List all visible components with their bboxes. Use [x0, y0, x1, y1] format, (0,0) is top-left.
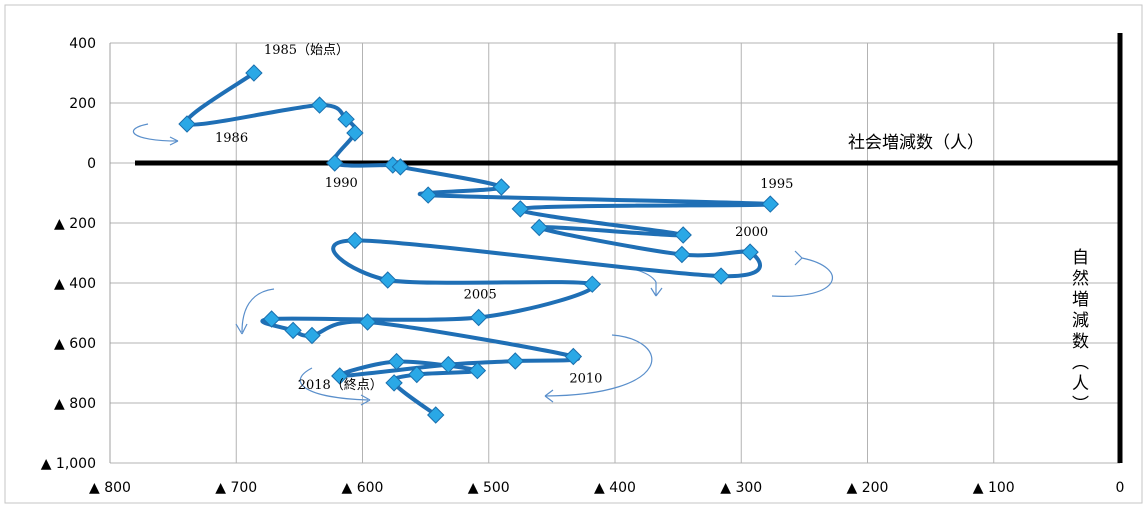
tick-labels: ▲ 800 ▲ 700 ▲ 600 ▲ 500 ▲ 400 ▲ 300 ▲ 200 ▲ 100…: [41, 36, 1125, 496]
y-tick-label: 200: [69, 96, 96, 112]
data-point-marker: [583, 275, 601, 293]
data-point-marker: [741, 243, 759, 261]
data-point-marker: [358, 313, 377, 331]
data-point-marker: [310, 96, 329, 114]
year-annotation: 2010: [569, 372, 602, 387]
direction-arrow: [299, 367, 369, 401]
year-annotation: 1986: [215, 131, 248, 146]
data-point-marker: [469, 308, 488, 327]
data-point-marker: [419, 186, 437, 204]
x-axis-title: 社会増減数（人）: [848, 133, 984, 153]
year-annotation: 1985（始点）: [264, 43, 349, 58]
x-tick-label: ▲ 700: [215, 480, 257, 496]
x-tick-label: ▲ 200: [847, 480, 889, 496]
x-tick-label: ▲ 600: [342, 480, 384, 496]
grid: [109, 33, 1123, 464]
x-tick-label: ▲ 300: [720, 480, 762, 496]
chart-frame: [4, 4, 1143, 504]
direction-arrow: [544, 334, 653, 397]
data-point-marker: [379, 271, 397, 289]
y-tick-label: ▲ 600: [54, 336, 96, 352]
data-point-marker: [761, 195, 779, 213]
data-point-marker: [712, 267, 730, 285]
data-point-marker: [387, 352, 406, 371]
direction-arrow: [771, 257, 833, 297]
data-point-marker: [245, 64, 263, 82]
data-point-marker: [674, 226, 692, 244]
data-point-marker: [337, 110, 355, 128]
year-annotation: 1990: [325, 176, 358, 191]
data-point-marker: [530, 218, 548, 237]
x-tick-label: ▲ 800: [89, 480, 131, 496]
x-tick-label: ▲ 500: [468, 480, 510, 496]
direction-arrow: [132, 123, 179, 142]
x-tick-label: ▲ 400: [594, 480, 636, 496]
data-point-marker: [346, 231, 364, 250]
data-point-marker: [506, 352, 524, 370]
y-tick-label: 400: [69, 36, 96, 52]
data-point-marker: [468, 361, 487, 380]
year-annotation: 2005: [464, 288, 497, 303]
data-point-marker: [326, 154, 344, 172]
direction-arrow: [235, 323, 248, 335]
data-point-marker: [391, 158, 410, 176]
year-annotation: 2000: [735, 225, 768, 240]
data-point-marker: [178, 115, 196, 133]
y-tick-label: ▲ 1,000: [41, 456, 96, 472]
data-point-marker: [303, 326, 321, 345]
data-point-marker: [331, 367, 349, 385]
y-axis-title: 自然増減数（人）: [1068, 248, 1089, 416]
annotations: 1985（始点） 1986 1990 1995 2000 2005 2010 2018（終点）: [215, 43, 793, 393]
y-tick-label: ▲ 200: [54, 216, 96, 232]
direction-arrow: [794, 250, 803, 266]
data-point-marker: [346, 124, 364, 142]
direction-arrow: [360, 394, 371, 406]
data-point-marker: [427, 406, 445, 424]
data-point-marker: [284, 321, 302, 340]
direction-arrow: [544, 389, 554, 403]
data-point-marker: [673, 245, 691, 264]
markers: [178, 64, 779, 424]
data-point-marker: [262, 310, 281, 328]
x-tick-label: 0: [1116, 480, 1125, 496]
y-tick-label: 0: [87, 156, 96, 172]
data-point-marker: [511, 200, 530, 218]
direction-arrow: [169, 136, 179, 146]
year-annotation: 2018（終点）: [298, 377, 383, 393]
y-tick-label: ▲ 800: [54, 396, 96, 412]
direction-arrow: [650, 282, 663, 297]
data-point-marker: [564, 347, 583, 366]
year-annotation: 1995: [760, 177, 793, 192]
x-tick-label: ▲ 100: [973, 480, 1015, 496]
data-point-marker: [385, 374, 403, 392]
y-tick-label: ▲ 400: [54, 276, 96, 292]
data-point-marker: [408, 365, 426, 384]
direction-arrow: [241, 288, 275, 333]
data-point-marker: [439, 355, 458, 374]
data-point-marker: [492, 178, 511, 196]
